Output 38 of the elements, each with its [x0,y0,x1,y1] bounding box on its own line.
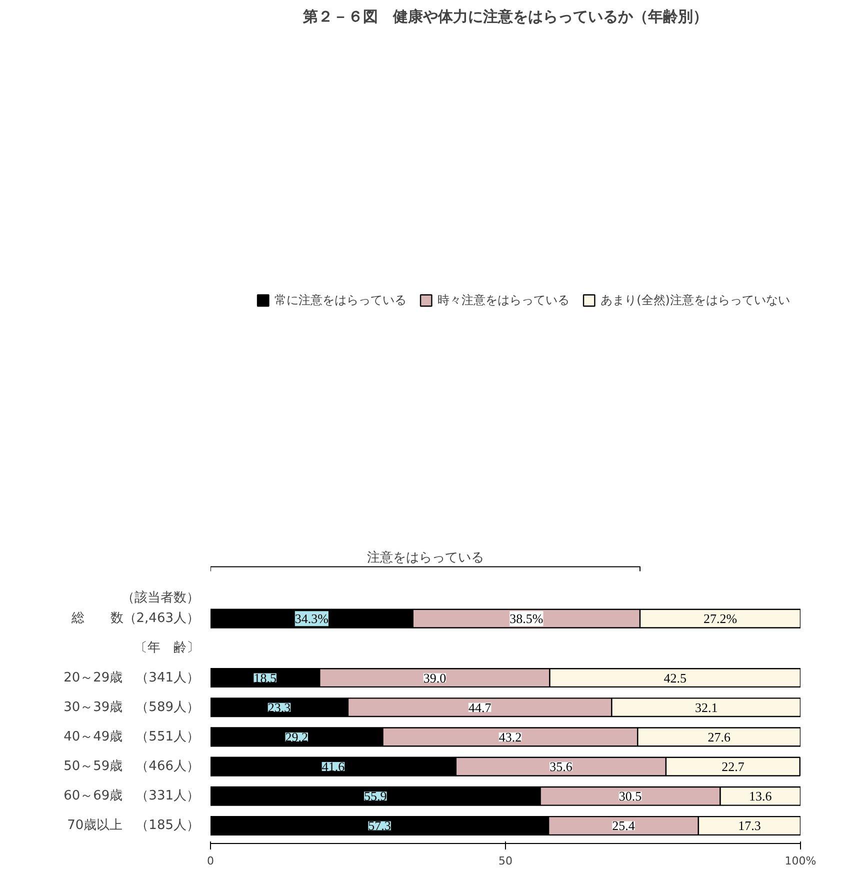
data-label: 17.3 [738,818,761,834]
y-tick-label: 〔年 齢〕 [134,640,200,656]
legend-label: あまり(全然)注意をはらっていない [600,292,790,308]
data-label: 55.9 [364,788,387,804]
data-label: 18.5 [254,670,276,686]
legend-label: 常に注意をはらっている [274,292,407,308]
data-label: 25.4 [612,818,636,834]
data-label: 34.3% [294,611,329,626]
data-label: 41.6 [322,759,346,774]
data-label: 35.6 [550,759,573,774]
data-label: 43.2 [498,729,522,744]
data-label: 22.7 [722,759,745,774]
data-label: 29.2 [285,729,308,744]
data-label: 13.6 [749,788,772,804]
data-label: 38.5% [510,611,544,626]
x-tick-label: 0 [207,854,214,868]
data-label: 32.1 [695,700,718,715]
y-tick-label: 60～69歳 （331人） [64,788,200,804]
chart-title: 第２－６図 健康や体力に注意をはらっているか（年齢別） [302,8,708,26]
data-label: 42.5 [664,670,686,686]
y-tick-label: 総 数（2,463人） [70,611,200,626]
text: 注意をはらっている [366,550,484,566]
y-tick-label: 40～49歳 （551人） [64,729,200,744]
data-label: 30.5 [618,788,642,804]
y-tick-label: 30～39歳 （589人） [64,700,200,715]
y-tick-label: 70歳以上 （185人） [67,818,200,834]
legend-label: 時々注意をはらっている [438,292,570,308]
y-tick-label: 20～29歳 （341人） [64,670,200,686]
data-label: 23.3 [268,700,291,715]
x-tick-label: 100% [784,854,816,868]
data-label: 27.6 [708,729,731,744]
data-label: 39.0 [423,670,446,686]
x-tick-label: 50 [498,854,512,868]
data-label: 44.7 [468,700,492,715]
data-label: 27.2% [703,611,738,626]
data-label: 57.3 [368,818,391,834]
y-tick-label: 50～59歳 （466人） [64,759,200,774]
text: （該当者数） [122,589,200,606]
